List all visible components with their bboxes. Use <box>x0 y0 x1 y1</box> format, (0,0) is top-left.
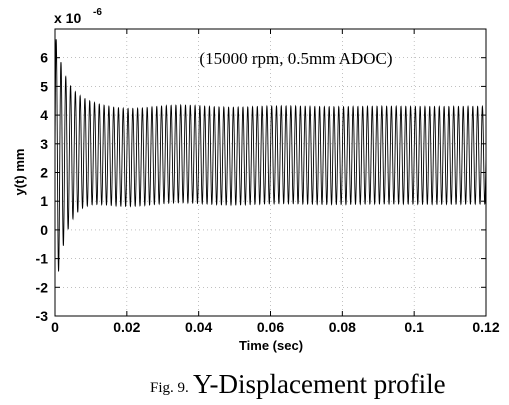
y-tick-label: 6 <box>40 50 48 66</box>
x-axis-label: Time (sec) <box>239 338 303 353</box>
y-tick-label: 5 <box>40 78 48 94</box>
figure-number: Fig. 9. <box>150 380 189 396</box>
x-tick-label: 0.1 <box>404 319 424 335</box>
x-tick-label: 0.06 <box>257 319 284 335</box>
signal-line <box>54 39 487 272</box>
y-tick-label: -3 <box>36 308 49 324</box>
y-tick-label: -2 <box>36 279 49 295</box>
y-tick-label: 1 <box>40 193 48 209</box>
y-tick-label: 3 <box>40 136 48 152</box>
y-tick-labels: -3 -2 -1 0 1 2 3 4 5 6 <box>36 50 49 324</box>
ticks <box>54 29 487 317</box>
signal-layer <box>54 39 487 272</box>
y-tick-label: 2 <box>40 165 48 181</box>
y-exponent-base: x 10 <box>54 10 81 26</box>
x-tick-label: 0.04 <box>185 319 212 335</box>
x-tick-labels: 0 0.02 0.04 0.06 0.08 0.1 0.12 <box>51 319 500 335</box>
y-exponent-power: -6 <box>93 7 102 18</box>
x-tick-label: 0 <box>51 319 59 335</box>
y-tick-label: 4 <box>40 107 48 123</box>
x-tick-label: 0.08 <box>329 319 356 335</box>
y-tick-label: 0 <box>40 222 48 238</box>
chart-annotation: (15000 rpm, 0.5mm ADOC) <box>199 49 392 68</box>
figure-title: Y-Displacement profile <box>193 369 446 399</box>
x-tick-label: 0.12 <box>472 319 499 335</box>
y-axis-label: y(t) mm <box>12 149 27 196</box>
y-tick-label: -1 <box>36 251 49 267</box>
x-tick-label: 0.02 <box>113 319 140 335</box>
